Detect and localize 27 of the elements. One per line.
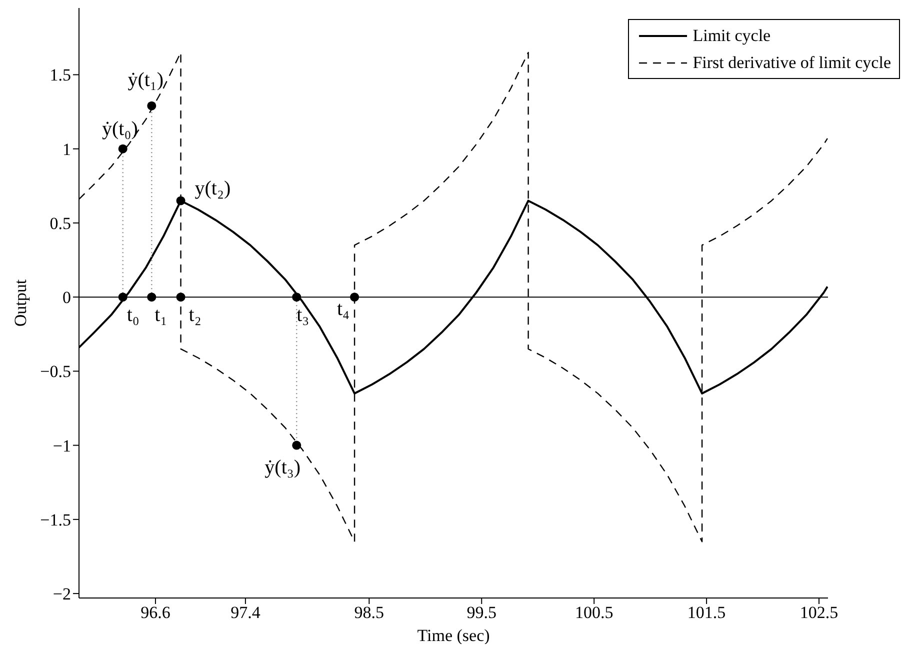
legend-label: First derivative of limit cycle [692,52,891,74]
x-tick-label: 101.5 [687,603,726,622]
y-tick-label: −0.5 [40,362,71,382]
x-tick-label: 97.4 [230,603,261,622]
y-tick-label: −2 [52,584,71,604]
x-tick-label: 100.5 [574,603,614,622]
x-tick-label: 102.5 [800,603,838,622]
y-tick-label: 0.5 [50,214,71,233]
y-tick-label: 1.5 [50,66,71,85]
annotation: ẏ(t₁) [128,68,164,91]
y-tick-label: 0 [62,288,71,308]
x-tick-label: 99.5 [466,603,496,622]
x-tick-label: 96.6 [140,603,170,622]
y-tick-label: −1.5 [40,510,71,530]
legend-label: Limit cycle [692,25,771,47]
y-tick-label: 1 [62,140,71,159]
annotation: ẏ(t₃) [264,456,301,478]
annotation: t₃ [296,304,310,326]
annotation: t₄ [337,298,350,320]
y-axis-title: Output [11,279,30,327]
annotation: t₀ [126,304,140,326]
annotation: t₁ [154,304,168,326]
annotation: y(t₂) [194,178,231,200]
y-tick-label: −1 [52,436,71,456]
annotation: ẏ(t₀) [102,118,138,140]
x-tick-label: 98.5 [354,603,384,622]
annotation: t₂ [188,304,202,326]
